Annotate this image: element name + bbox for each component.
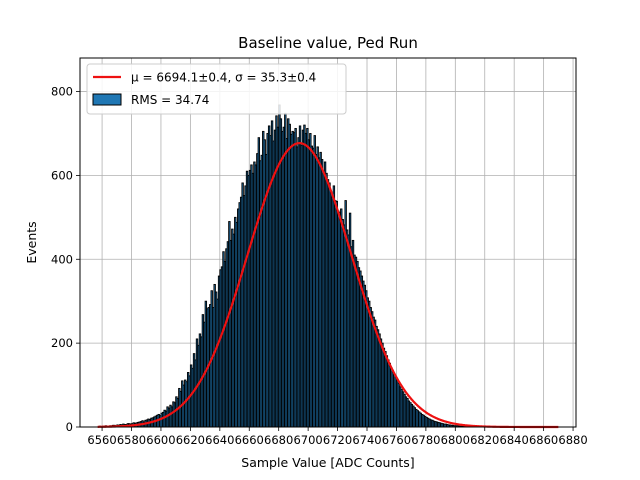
x-tick-label: 6820 (470, 433, 499, 447)
x-tick-label: 6640 (205, 433, 234, 447)
x-tick-label: 6620 (176, 433, 205, 447)
legend-histogram-swatch (92, 93, 122, 106)
y-tick-label: 0 (66, 420, 73, 434)
x-tick-label: 6860 (529, 433, 558, 447)
gaussian-fit-line (97, 142, 559, 429)
chart-title: Baseline value, Ped Run (238, 34, 418, 52)
legend-fit-label: μ = 6694.1±0.4, σ = 35.3±0.4 (131, 71, 316, 85)
y-axis-ticks: 0 200 400 600 800 (51, 85, 80, 434)
x-tick-label: 6600 (146, 433, 175, 447)
x-tick-label: 6700 (293, 433, 322, 447)
y-tick-label: 600 (51, 168, 73, 182)
x-axis-ticks: 6560 6580 6600 6620 6640 6660 6680 6700 6720 6740… (87, 427, 588, 447)
x-tick-label: 6580 (117, 433, 146, 447)
x-tick-label: 6680 (264, 433, 293, 447)
x-tick-label: 6720 (323, 433, 352, 447)
plot-frame (79, 57, 577, 428)
legend-rms-label: RMS = 34.74 (131, 93, 209, 107)
x-axis-label: Sample Value [ADC Counts] (241, 455, 414, 470)
gaussian-fit (97, 142, 559, 429)
x-tick-label: 6840 (500, 433, 529, 447)
y-axis-label: Events (24, 221, 39, 263)
x-tick-label: 6560 (87, 433, 116, 447)
legend: μ = 6694.1±0.4, σ = 35.3±0.4 RMS = 34.74 (86, 63, 347, 115)
x-tick-label: 6880 (558, 433, 587, 447)
x-tick-label: 6660 (235, 433, 264, 447)
y-tick-label: 800 (51, 85, 73, 99)
x-tick-label: 6760 (382, 433, 411, 447)
x-tick-label: 6800 (441, 433, 470, 447)
x-tick-label: 6740 (352, 433, 381, 447)
legend-box (86, 63, 347, 115)
y-tick-label: 400 (51, 252, 73, 266)
x-tick-label: 6780 (411, 433, 440, 447)
y-tick-label: 200 (51, 336, 73, 350)
